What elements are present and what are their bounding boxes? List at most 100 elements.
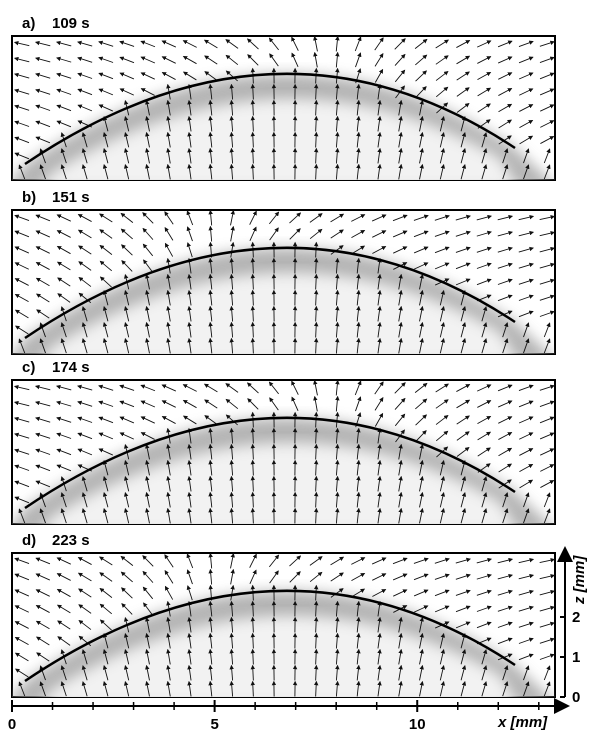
velocity-arrow bbox=[335, 305, 340, 322]
velocity-arrow bbox=[497, 40, 513, 48]
velocity-arrow bbox=[398, 99, 403, 116]
velocity-arrow bbox=[518, 416, 534, 424]
velocity-arrow bbox=[186, 569, 193, 585]
velocity-arrow bbox=[203, 383, 218, 393]
velocity-arrow bbox=[208, 427, 213, 444]
velocity-arrow bbox=[481, 649, 488, 665]
velocity-arrow bbox=[123, 131, 130, 148]
velocity-arrow bbox=[77, 40, 93, 47]
velocity-arrow bbox=[313, 443, 319, 460]
velocity-arrow bbox=[460, 322, 467, 338]
velocity-arrow bbox=[102, 148, 109, 164]
velocity-arrow bbox=[456, 103, 470, 113]
velocity-arrow bbox=[413, 262, 429, 270]
velocity-arrow bbox=[477, 56, 492, 64]
velocity-arrow bbox=[335, 273, 340, 290]
velocity-arrow bbox=[164, 554, 174, 568]
velocity-arrow bbox=[497, 262, 513, 269]
velocity-arrow bbox=[335, 459, 340, 476]
velocity-arrow bbox=[498, 463, 513, 473]
x-tick-label: 10 bbox=[409, 716, 426, 733]
velocity-arrow bbox=[99, 587, 113, 598]
velocity-arrow bbox=[497, 589, 513, 596]
velocity-arrow bbox=[229, 680, 234, 697]
velocity-arrow bbox=[518, 230, 534, 237]
velocity-arrow bbox=[56, 464, 72, 472]
velocity-arrow bbox=[398, 664, 403, 681]
velocity-arrow bbox=[481, 681, 488, 697]
panel-time: 109 s bbox=[52, 15, 90, 32]
field bbox=[12, 553, 555, 697]
droplet-core bbox=[46, 98, 514, 180]
velocity-arrow bbox=[497, 56, 513, 64]
velocity-arrow bbox=[540, 120, 555, 128]
velocity-arrow bbox=[356, 600, 361, 617]
velocity-arrow bbox=[477, 447, 491, 457]
velocity-arrow bbox=[419, 491, 424, 508]
velocity-arrow bbox=[102, 338, 109, 354]
velocity-arrow bbox=[330, 213, 345, 223]
velocity-arrow bbox=[78, 245, 92, 255]
velocity-arrow bbox=[229, 443, 234, 460]
velocity-arrow bbox=[497, 605, 513, 612]
velocity-arrow bbox=[439, 459, 446, 476]
velocity-arrow bbox=[481, 476, 488, 492]
velocity-arrow bbox=[497, 214, 514, 221]
velocity-arrow bbox=[161, 400, 176, 408]
velocity-arrow bbox=[14, 573, 30, 581]
velocity-arrow bbox=[81, 508, 88, 524]
velocity-arrow bbox=[540, 104, 555, 112]
velocity-arrow bbox=[140, 384, 156, 392]
velocity-arrow bbox=[419, 99, 424, 116]
velocity-arrow bbox=[145, 305, 150, 322]
velocity-arrow bbox=[14, 416, 30, 423]
velocity-arrow bbox=[455, 557, 471, 564]
velocity-arrow bbox=[56, 214, 71, 222]
velocity-arrow bbox=[372, 573, 387, 581]
velocity-arrow bbox=[99, 260, 113, 272]
velocity-arrow bbox=[356, 507, 361, 524]
velocity-arrow bbox=[204, 415, 218, 425]
velocity-arrow bbox=[377, 443, 382, 460]
velocity-arrow bbox=[415, 86, 427, 98]
velocity-arrow bbox=[398, 632, 403, 649]
velocity-arrow bbox=[208, 600, 213, 617]
velocity-arrow bbox=[166, 147, 171, 164]
field bbox=[12, 210, 555, 354]
velocity-arrow bbox=[335, 632, 340, 649]
velocity-arrow bbox=[56, 120, 72, 128]
velocity-arrow bbox=[455, 605, 471, 613]
velocity-arrow bbox=[187, 459, 192, 476]
velocity-arrow bbox=[456, 71, 470, 81]
velocity-arrow bbox=[434, 246, 450, 254]
velocity-arrow bbox=[98, 400, 114, 407]
velocity-arrow bbox=[460, 306, 467, 322]
velocity-arrow bbox=[161, 72, 176, 80]
velocity-arrow bbox=[394, 53, 406, 66]
velocity-arrow bbox=[140, 72, 155, 80]
velocity-arrow bbox=[356, 163, 361, 180]
velocity-arrow bbox=[497, 294, 513, 302]
velocity-arrow bbox=[250, 664, 256, 681]
velocity-arrow bbox=[229, 648, 234, 665]
velocity-arrow bbox=[35, 120, 51, 128]
velocity-arrow bbox=[419, 664, 424, 681]
velocity-arrow bbox=[356, 680, 361, 697]
velocity-arrow bbox=[291, 380, 299, 395]
velocity-arrow bbox=[143, 602, 153, 616]
velocity-arrow bbox=[518, 278, 534, 285]
velocity-arrow bbox=[439, 475, 446, 492]
velocity-arrow bbox=[519, 448, 534, 456]
velocity-arrow bbox=[313, 427, 319, 444]
velocity-arrow bbox=[398, 115, 403, 132]
velocity-arrow bbox=[142, 227, 154, 240]
velocity-arrow bbox=[99, 213, 113, 223]
velocity-arrow bbox=[419, 648, 424, 665]
velocity-arrow bbox=[518, 246, 534, 253]
velocity-arrow bbox=[435, 383, 449, 393]
velocity-arrow bbox=[309, 571, 323, 583]
velocity-arrow bbox=[335, 507, 340, 524]
velocity-arrow bbox=[313, 337, 319, 354]
velocity-arrow bbox=[413, 246, 429, 254]
velocity-arrow bbox=[481, 322, 488, 338]
